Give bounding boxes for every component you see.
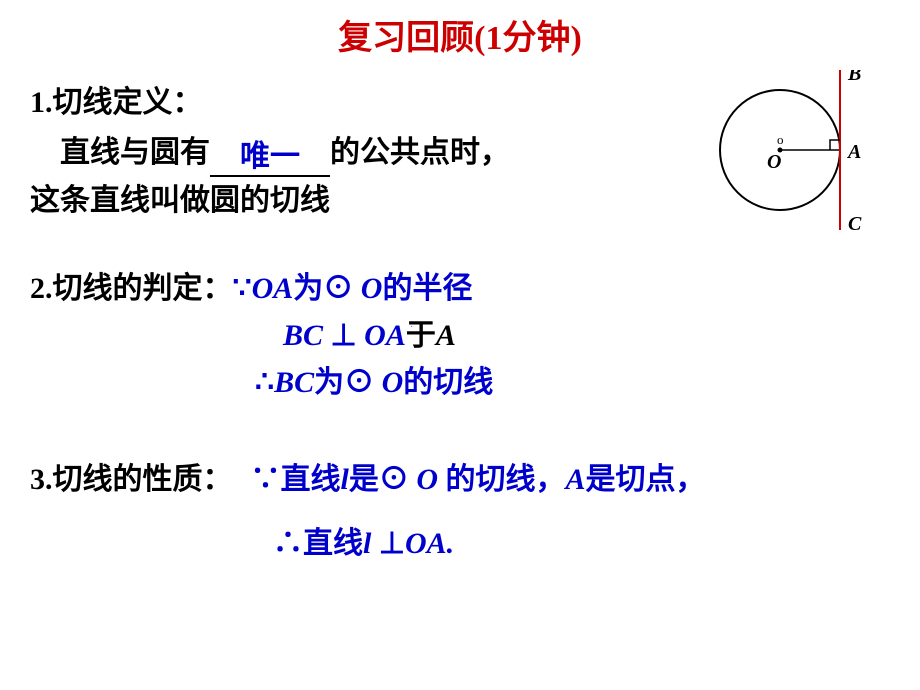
circle-tangent-diagram: o O A B C: [700, 70, 880, 240]
blank-field: 唯一: [210, 127, 330, 177]
center-dot-icon: ·: [410, 322, 413, 333]
p3-suf: 的切线: [403, 366, 493, 399]
s2-proof3: ∴BC为⊙ O的切线: [255, 360, 890, 407]
perp2-sym: ⊥: [379, 527, 405, 560]
s2-proof2: BC ⊥ OA于A: [283, 313, 890, 360]
label-o: O: [767, 151, 781, 173]
therefore2-sym: ∴直线: [273, 527, 363, 560]
because2-sym: ∵直线: [251, 463, 341, 496]
section-2: 2.切线的判定： ∵OA为⊙ O的半径 BC ⊥ OA于A ∴BC为⊙ O的切线: [30, 265, 890, 406]
s2-row1: 2.切线的判定： ∵OA为⊙ O的半径: [30, 265, 890, 313]
s3-line1: ∵直线l是⊙ O 的切线，A是切点，: [251, 456, 706, 504]
l1-mid1: 是⊙: [349, 463, 417, 496]
p1-mid: 为⊙: [293, 272, 361, 305]
l-text: l: [341, 463, 349, 496]
s1-prefix: 直线与圆有: [30, 136, 210, 169]
o2-text: O: [382, 366, 404, 399]
s1-suffix: 的公共点时，: [330, 136, 510, 169]
bc2-text: BC: [274, 366, 314, 399]
p1-suf: 的半径: [382, 272, 472, 305]
oa2-text: OA: [364, 319, 406, 352]
slide-title: 复习回顾(1分钟): [0, 0, 920, 59]
because-sym: ∵: [233, 272, 252, 305]
s3-heading: 3.切线的性质：: [30, 456, 233, 504]
s3-line2: ∴直线l ⊥OA.: [273, 518, 890, 562]
s3-row1: 3.切线的性质： ∵直线l是⊙ O 的切线，A是切点，: [30, 456, 890, 504]
label-b: B: [847, 70, 861, 85]
s2-proof1: ∵OA为⊙ O的半径: [233, 265, 473, 313]
oa3-text: OA.: [405, 527, 454, 560]
a2-text: A: [566, 463, 586, 496]
perp-sym: ⊥: [323, 319, 364, 352]
label-a: A: [846, 141, 861, 163]
o3-text: O: [416, 463, 445, 496]
label-c: C: [848, 213, 862, 235]
title-text: 复习回顾(1分钟): [338, 20, 582, 57]
oa-text: OA: [252, 272, 294, 305]
p3-mid: 为⊙: [314, 366, 382, 399]
bc-text: BC: [283, 319, 323, 352]
o-text: O: [361, 272, 383, 305]
l2-text: l: [363, 527, 379, 560]
label-o-small: o: [777, 132, 784, 147]
l1-mid2: 的切线，: [446, 463, 566, 496]
blank-answer: 唯一: [240, 140, 300, 173]
section-3: 3.切线的性质： ∵直线l是⊙ O 的切线，A是切点， ∴直线l ⊥OA.: [30, 456, 890, 562]
a-text: A: [436, 319, 456, 352]
therefore-sym: ∴: [255, 366, 274, 399]
l1-suf: 是切点，: [586, 463, 706, 496]
s2-heading: 2.切线的判定：: [30, 265, 233, 313]
